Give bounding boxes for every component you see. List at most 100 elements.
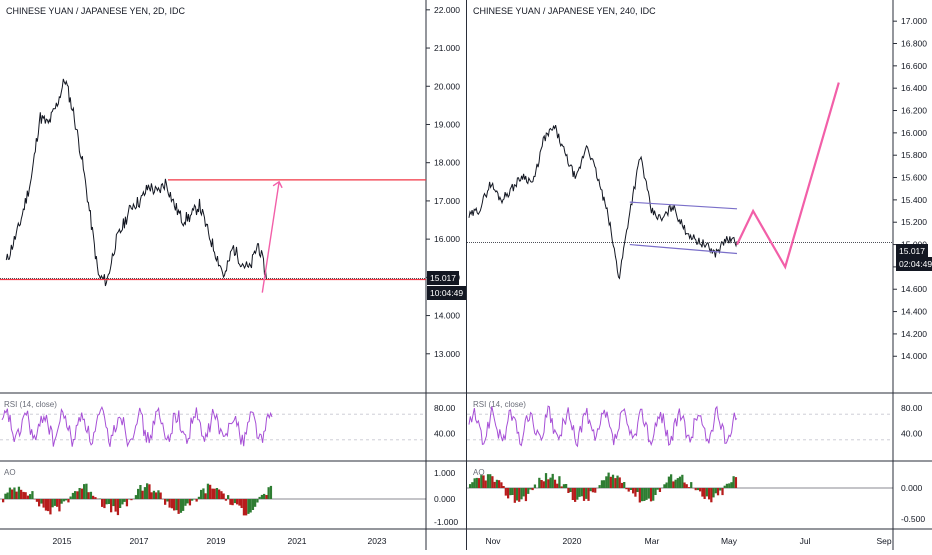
ao-bar [601,480,603,488]
ao-bar [578,488,580,497]
ao-bar [650,488,652,501]
ao-bar [31,491,33,499]
rsi-tick-label: 40.00 [434,428,456,438]
ao-bar [503,486,505,488]
ao-bar [657,488,659,490]
ao-bar [605,476,607,488]
projection-arrowhead [273,182,282,188]
ao-bar [547,479,549,488]
price-tick-label: 19.000 [434,119,460,129]
ao-bar [236,499,238,504]
ao-bar [151,492,153,499]
ao-bar [29,494,31,499]
ao-bar [268,487,270,499]
price-tick-label: 17.000 [901,16,927,26]
ao-bar [45,499,47,511]
ao-tick-label: 0.000 [901,483,923,493]
ao-bar [476,478,478,488]
ao-bar [498,480,500,488]
time-tick-label: 2019 [207,536,226,546]
rsi-tick-label: 40.00 [901,428,923,438]
ao-tick-label: -1.000 [434,517,458,527]
ao-bar [261,495,263,499]
ao-bar [634,488,636,497]
ao-bar [489,474,491,488]
price-tick-label: 16.000 [434,234,460,244]
ao-bar [146,483,148,499]
ao-bar [160,493,162,500]
ao-bar [482,475,484,488]
ao-bar [40,499,42,504]
ao-bar [245,499,247,515]
ao-bar [20,490,22,499]
ao-bar [4,494,6,499]
ao-bar [641,488,643,501]
ao-bar [612,475,614,488]
price-tick-label: 13.000 [434,349,460,359]
ao-bar [708,488,710,499]
ao-bar [574,488,576,502]
ao-bar [730,482,732,488]
ao-bar [532,488,534,490]
ao-bar [263,494,265,499]
left-chart-svg[interactable]: 22.00021.00020.00019.00018.00017.00016.0… [0,0,466,550]
ao-bar [106,499,108,504]
price-tick-label: 14.000 [434,311,460,321]
time-tick-label: Mar [645,536,660,546]
ao-bar [632,488,634,493]
ao-bar [25,492,27,499]
right-chart-svg[interactable]: 17.00016.80016.60016.40016.20016.00015.8… [467,0,932,550]
price-tick-label: 22.000 [434,5,460,15]
ao-bar [529,488,531,490]
ao-bar [587,488,589,501]
price-series [6,79,266,286]
countdown-tag: 10:04:49 [427,286,466,300]
ao-label: AO [4,468,16,477]
ao-bar [491,476,493,488]
price-tick-label: 14.600 [901,284,927,294]
ao-bar [567,488,569,493]
last-price-tag: 15.017 [427,271,459,285]
ao-bar [99,499,101,500]
price-series [469,125,737,278]
countdown-tag: 02:04:49 [896,257,932,271]
ao-bar [166,499,168,502]
ao-bar [137,489,139,499]
ao-bar [16,492,18,499]
ao-bar [225,499,227,501]
time-tick-label: Nov [485,536,501,546]
ao-bar [630,488,632,490]
ao-bar [202,488,204,499]
ao-bar [72,493,74,499]
ao-bar [496,480,498,488]
ao-bar [621,483,623,488]
ao-bar [507,488,509,498]
ao-bar [135,495,137,499]
ao-bar [178,499,180,514]
ao-bar [558,476,560,488]
ao-bar [189,499,191,505]
ao-bar [701,488,703,497]
time-tick-label: Jul [800,536,811,546]
ao-bar [256,499,258,503]
ao-bar [56,499,58,507]
ao-bar [500,482,502,488]
price-tick-label: 16.400 [901,83,927,93]
ao-bar [509,488,511,495]
ao-bar [153,491,155,499]
ao-bar [514,488,516,503]
ao-bar [683,483,685,489]
time-tick-label: 2017 [130,536,149,546]
rsi-label: RSI (14, close) [473,400,526,409]
ao-bar [583,488,585,501]
ao-bar [549,478,551,488]
ao-bar [187,499,189,503]
ao-bar [648,488,650,499]
ao-bar [184,499,186,506]
wedge-upper-line [630,202,737,209]
ao-bar [728,483,730,488]
ao-bar [108,499,110,504]
ao-bar [218,490,220,500]
